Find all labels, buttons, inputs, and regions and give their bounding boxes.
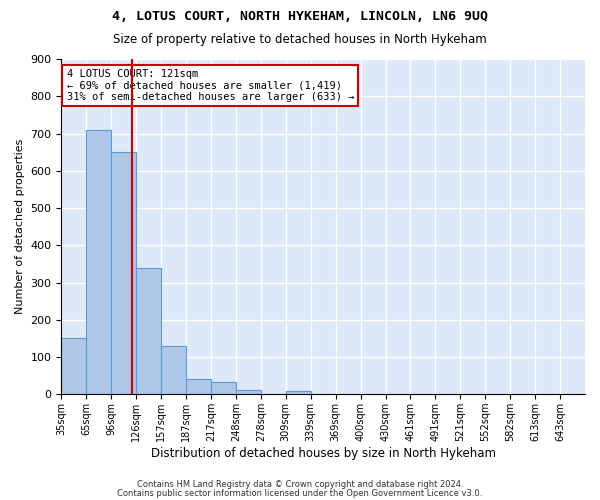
Bar [86, 130, 111, 394]
Text: 4, LOTUS COURT, NORTH HYKEHAM, LINCOLN, LN6 9UQ: 4, LOTUS COURT, NORTH HYKEHAM, LINCOLN, … [112, 10, 488, 23]
Bar [61, 338, 86, 394]
Text: Size of property relative to detached houses in North Hykeham: Size of property relative to detached ho… [113, 32, 487, 46]
Bar [286, 390, 311, 394]
Bar [161, 346, 186, 395]
Bar [186, 378, 211, 394]
Y-axis label: Number of detached properties: Number of detached properties [15, 139, 25, 314]
Bar [236, 390, 261, 394]
Bar [111, 152, 136, 394]
Bar [211, 382, 236, 394]
Bar [136, 268, 161, 394]
Text: Contains HM Land Registry data © Crown copyright and database right 2024.: Contains HM Land Registry data © Crown c… [137, 480, 463, 489]
Text: Contains public sector information licensed under the Open Government Licence v3: Contains public sector information licen… [118, 488, 482, 498]
X-axis label: Distribution of detached houses by size in North Hykeham: Distribution of detached houses by size … [151, 447, 496, 460]
Text: 4 LOTUS COURT: 121sqm
← 69% of detached houses are smaller (1,419)
31% of semi-d: 4 LOTUS COURT: 121sqm ← 69% of detached … [67, 69, 354, 102]
